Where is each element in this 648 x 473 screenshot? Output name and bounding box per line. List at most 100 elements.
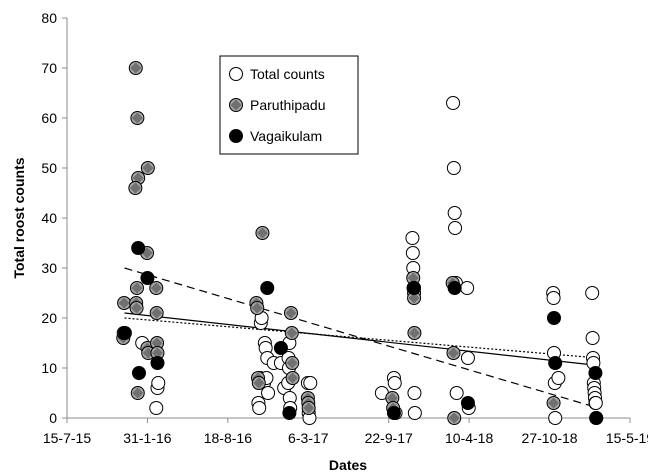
y-tick-label: 40 xyxy=(41,210,57,226)
data-point xyxy=(128,61,143,75)
data-point xyxy=(129,281,144,295)
data-point xyxy=(589,411,604,425)
x-tick-label: 22-9-17 xyxy=(365,430,413,446)
y-ticks: 0 10 20 30 40 50 60 70 80 xyxy=(41,10,67,426)
data-point xyxy=(149,401,164,415)
data-point xyxy=(117,296,132,310)
legend-label: Paruthipadu xyxy=(250,97,326,113)
x-tick-label: 6-3-17 xyxy=(288,430,329,446)
y-tick-label: 70 xyxy=(41,60,57,76)
data-point xyxy=(303,376,318,390)
data-point xyxy=(546,396,561,410)
data-point xyxy=(261,386,276,400)
data-point xyxy=(407,291,422,305)
data-point xyxy=(250,301,265,315)
data-point xyxy=(260,281,275,295)
data-point xyxy=(551,371,566,385)
data-point xyxy=(282,406,297,420)
data-point xyxy=(447,206,462,220)
data-point xyxy=(251,376,266,390)
data-point xyxy=(150,356,165,370)
legend-marker xyxy=(229,98,243,112)
trendline-dotted xyxy=(124,317,599,359)
trendlines xyxy=(124,267,599,409)
data-point xyxy=(130,111,145,125)
data-point xyxy=(546,291,561,305)
data-point xyxy=(301,401,316,415)
data-point xyxy=(548,411,563,425)
y-axis-title: Total roost counts xyxy=(11,157,27,278)
data-points xyxy=(116,61,604,425)
legend-marker xyxy=(229,129,243,143)
data-point xyxy=(588,366,603,380)
x-tick-label: 31-1-16 xyxy=(123,430,171,446)
series-vagaikulam xyxy=(117,241,604,425)
series-total-counts xyxy=(135,96,604,425)
data-point xyxy=(128,181,143,195)
data-point xyxy=(140,271,155,285)
data-point xyxy=(406,271,421,285)
data-point xyxy=(407,281,422,295)
data-point xyxy=(460,351,475,365)
data-point xyxy=(407,326,422,340)
data-point xyxy=(387,376,402,390)
x-ticks: 15-7-15 31-1-16 18-8-16 6-3-17 22-9-17 10-4-1… xyxy=(43,418,648,446)
data-point xyxy=(285,371,300,385)
data-point xyxy=(130,386,145,400)
data-point xyxy=(117,326,132,340)
y-tick-label: 80 xyxy=(41,10,57,26)
x-tick-label: 15-5-19 xyxy=(606,430,648,446)
legend-label: Total counts xyxy=(250,66,325,82)
legend-marker xyxy=(229,67,243,81)
data-point xyxy=(131,366,146,380)
data-point xyxy=(386,406,401,420)
data-point xyxy=(446,96,461,110)
data-point xyxy=(588,396,603,410)
data-point xyxy=(149,306,164,320)
data-point xyxy=(284,326,299,340)
trendline-solid xyxy=(124,312,599,367)
data-point xyxy=(273,341,288,355)
data-point xyxy=(149,281,164,295)
data-point xyxy=(150,346,165,360)
data-point xyxy=(546,311,561,325)
data-point xyxy=(407,386,422,400)
x-tick-label: 18-8-16 xyxy=(204,430,252,446)
data-point xyxy=(446,346,461,360)
data-point xyxy=(548,356,563,370)
y-tick-label: 30 xyxy=(41,260,57,276)
y-tick-label: 50 xyxy=(41,160,57,176)
data-point xyxy=(405,231,420,245)
x-tick-label: 27-10-18 xyxy=(522,430,578,446)
data-point xyxy=(585,331,600,345)
y-tick-label: 0 xyxy=(49,410,57,426)
data-point xyxy=(447,281,462,295)
data-point xyxy=(585,286,600,300)
y-tick-label: 60 xyxy=(41,110,57,126)
data-point xyxy=(448,221,463,235)
data-point xyxy=(140,161,155,175)
trendline-dashed xyxy=(124,267,599,409)
data-point xyxy=(460,281,475,295)
data-point xyxy=(447,411,462,425)
data-point xyxy=(449,386,464,400)
data-point xyxy=(405,246,420,260)
data-point xyxy=(460,396,475,410)
data-point xyxy=(151,376,166,390)
legend-label: Vagaikulam xyxy=(250,128,322,144)
y-tick-label: 20 xyxy=(41,310,57,326)
x-axis-title: Dates xyxy=(329,457,367,473)
legend: Total counts Paruthipadu Vagaikulam xyxy=(219,55,359,155)
y-tick-label: 10 xyxy=(41,360,57,376)
data-point xyxy=(407,406,422,420)
series-paruthipadu xyxy=(116,61,561,425)
data-point xyxy=(446,161,461,175)
data-point xyxy=(285,356,300,370)
data-point xyxy=(129,301,144,315)
data-point xyxy=(255,226,270,240)
data-point xyxy=(150,336,165,350)
data-point xyxy=(131,241,146,255)
x-tick-label: 10-4-18 xyxy=(445,430,493,446)
x-tick-label: 15-7-15 xyxy=(43,430,91,446)
